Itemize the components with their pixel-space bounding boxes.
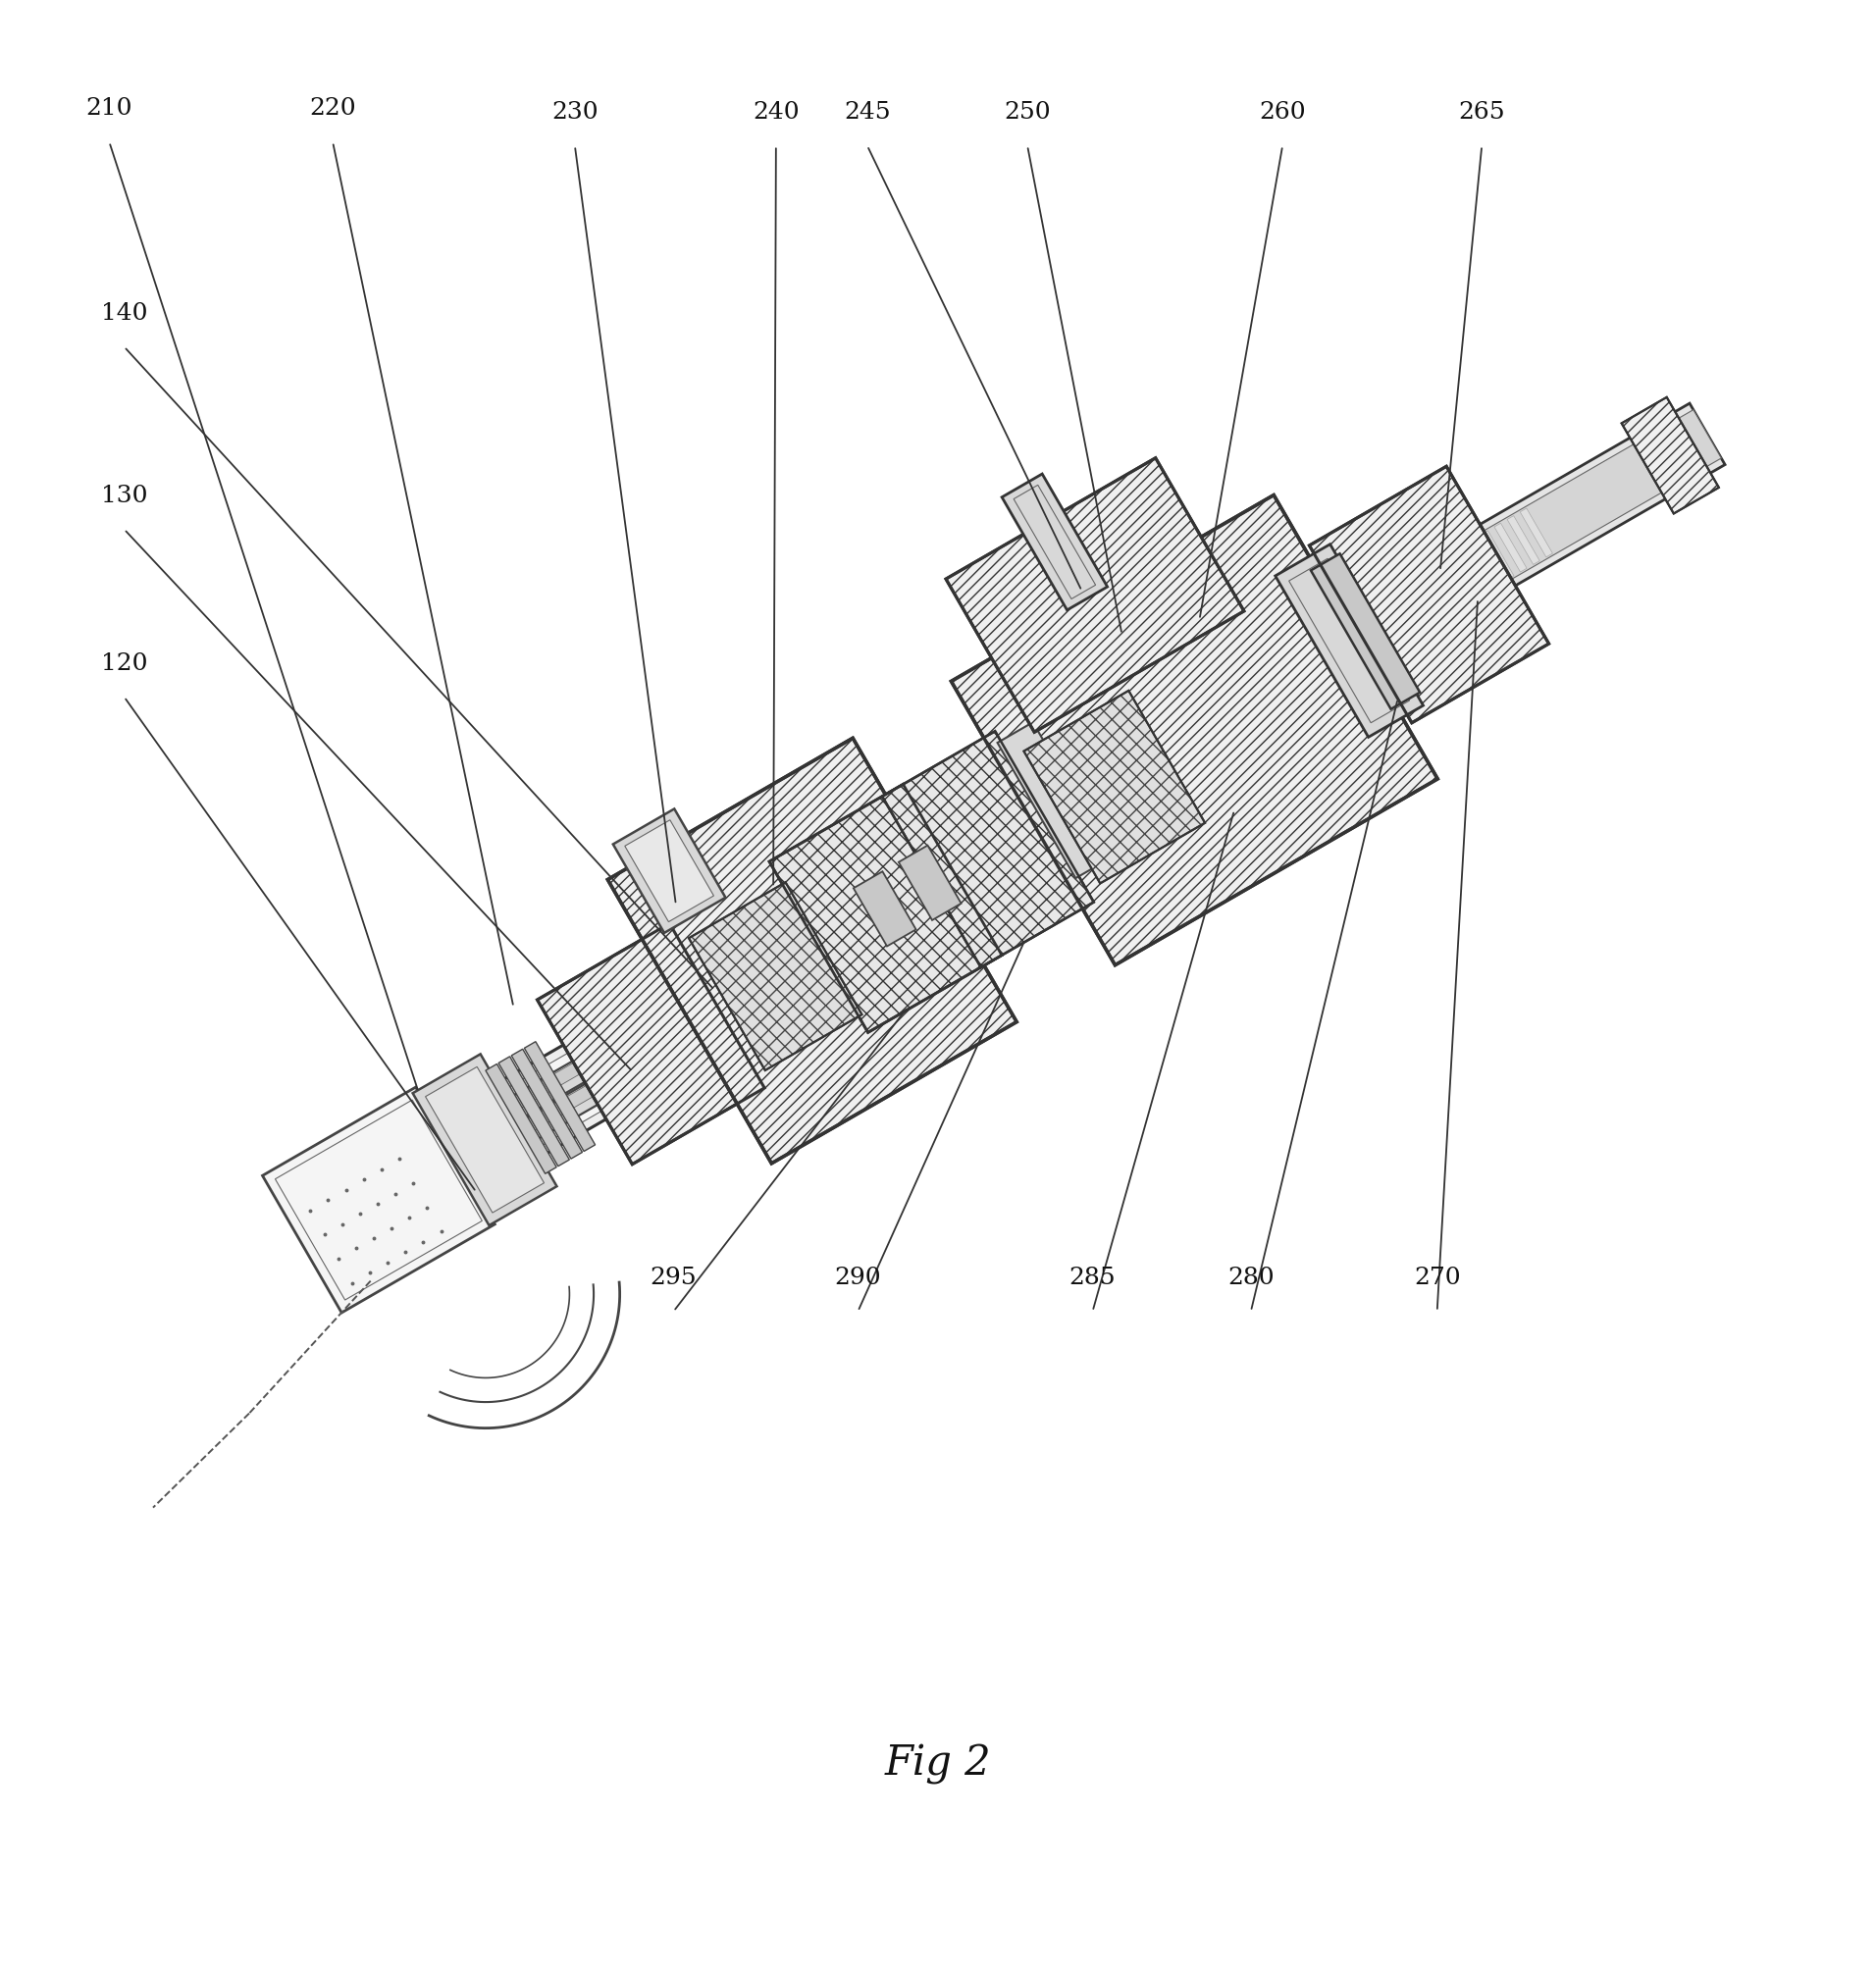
Polygon shape (433, 576, 1428, 1189)
Polygon shape (263, 1088, 495, 1313)
Polygon shape (1484, 410, 1722, 579)
Polygon shape (1002, 473, 1107, 611)
Text: 245: 245 (844, 101, 891, 124)
Polygon shape (499, 1056, 570, 1167)
Polygon shape (426, 1066, 544, 1212)
Polygon shape (1495, 522, 1527, 572)
Polygon shape (1480, 404, 1726, 585)
Polygon shape (1520, 509, 1553, 558)
Polygon shape (1430, 560, 1461, 609)
Polygon shape (769, 784, 1002, 1033)
Text: 290: 290 (835, 1267, 882, 1289)
Polygon shape (537, 924, 765, 1165)
Polygon shape (625, 820, 713, 922)
Text: 280: 280 (1227, 1267, 1274, 1289)
Polygon shape (1379, 589, 1411, 639)
Polygon shape (1416, 568, 1450, 617)
Polygon shape (613, 808, 726, 932)
Polygon shape (1482, 530, 1514, 579)
Polygon shape (523, 1041, 595, 1151)
Polygon shape (1024, 690, 1204, 883)
Text: 230: 230 (552, 101, 598, 124)
Polygon shape (951, 495, 1437, 966)
Polygon shape (1390, 583, 1424, 631)
Polygon shape (882, 731, 1094, 968)
Text: 220: 220 (310, 97, 356, 120)
Polygon shape (388, 520, 1572, 1210)
Text: Fig 2: Fig 2 (885, 1742, 991, 1784)
Text: 285: 285 (1069, 1267, 1116, 1289)
Polygon shape (998, 721, 1111, 879)
Text: 130: 130 (101, 485, 148, 507)
Text: 240: 240 (752, 101, 799, 124)
Polygon shape (1309, 467, 1550, 723)
Polygon shape (854, 871, 915, 946)
Text: 265: 265 (1458, 101, 1505, 124)
Text: 260: 260 (1259, 101, 1306, 124)
Polygon shape (375, 497, 1565, 1196)
Text: 140: 140 (101, 302, 148, 325)
Polygon shape (1276, 544, 1424, 737)
Polygon shape (1621, 398, 1718, 514)
Polygon shape (1469, 538, 1501, 587)
Polygon shape (486, 1064, 557, 1173)
Polygon shape (512, 1049, 582, 1159)
Polygon shape (1311, 554, 1420, 710)
Polygon shape (386, 518, 1578, 1220)
Polygon shape (430, 568, 1431, 1196)
Polygon shape (1443, 554, 1475, 601)
Polygon shape (1403, 576, 1437, 625)
Polygon shape (1506, 516, 1540, 564)
Polygon shape (608, 737, 1017, 1163)
Polygon shape (1013, 485, 1096, 599)
Polygon shape (413, 1054, 557, 1226)
Polygon shape (688, 883, 861, 1070)
Text: 210: 210 (86, 97, 133, 120)
Polygon shape (375, 497, 1559, 1189)
Polygon shape (1456, 546, 1488, 595)
Text: 295: 295 (651, 1267, 696, 1289)
Polygon shape (899, 846, 961, 920)
Text: 270: 270 (1415, 1267, 1461, 1289)
Polygon shape (946, 457, 1244, 731)
Text: 250: 250 (1004, 101, 1051, 124)
Text: 120: 120 (101, 652, 148, 674)
